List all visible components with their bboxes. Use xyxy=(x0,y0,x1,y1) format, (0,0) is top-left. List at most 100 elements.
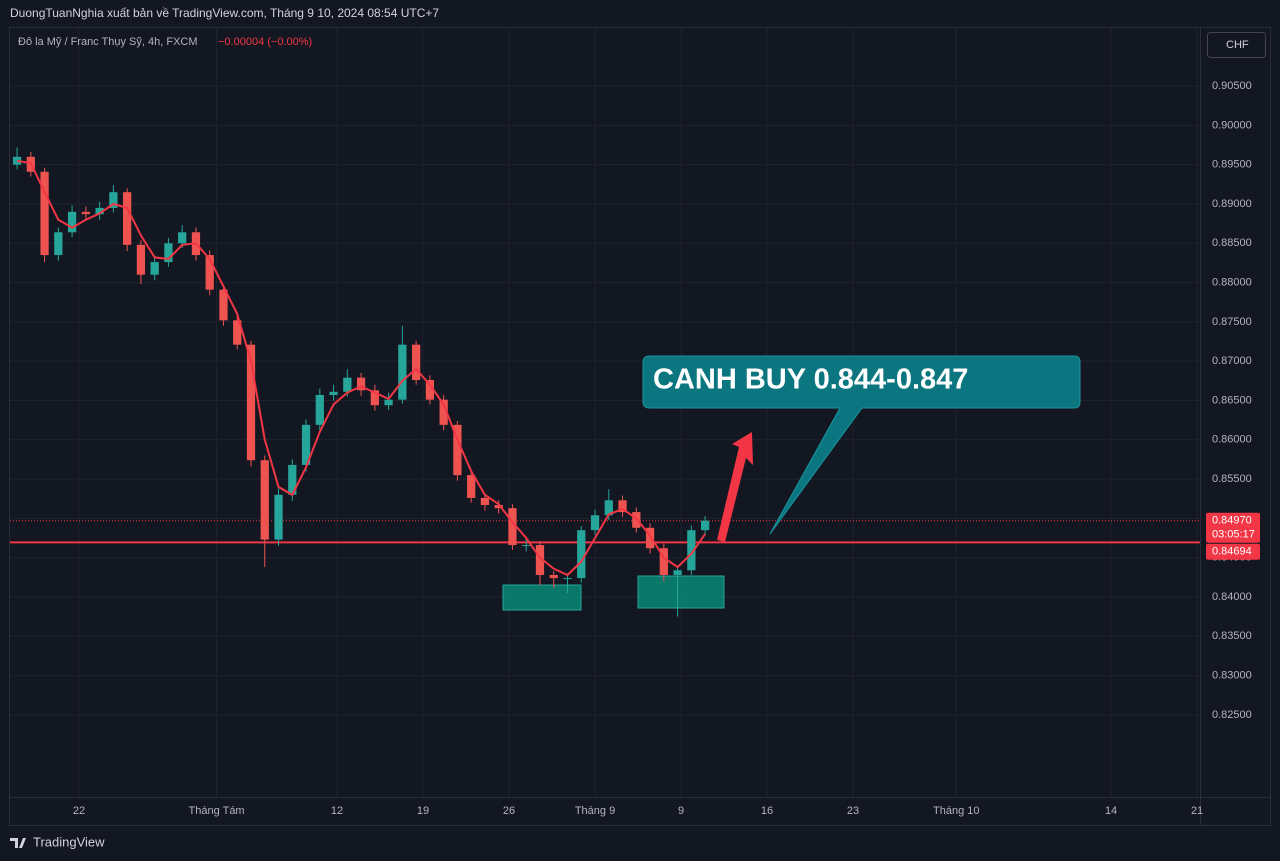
callout xyxy=(642,355,1081,535)
candle-body xyxy=(618,500,627,513)
candle-body xyxy=(439,399,448,425)
candle-body xyxy=(453,424,462,476)
x-tick-label: 23 xyxy=(847,805,859,817)
level-label: 0.84694 xyxy=(1212,546,1252,558)
axes: 0.825000.830000.835000.840000.845000.850… xyxy=(73,80,1260,817)
candle-body xyxy=(577,530,586,579)
candle-body xyxy=(659,548,668,575)
candle-body xyxy=(535,545,545,575)
x-tick-label: Tháng 9 xyxy=(575,805,615,817)
x-tick-label: 26 xyxy=(503,805,515,817)
candle-body xyxy=(301,424,311,465)
x-tick-label: Tháng 10 xyxy=(933,805,979,817)
plot xyxy=(10,147,1200,617)
candle-body xyxy=(67,211,77,233)
x-tick-label: 21 xyxy=(1191,805,1203,817)
y-tick-label: 0.88500 xyxy=(1212,237,1252,249)
y-tick-label: 0.90000 xyxy=(1212,119,1252,131)
demand-zone xyxy=(502,584,582,611)
last-price-box xyxy=(1206,512,1260,543)
y-tick-label: 0.87500 xyxy=(1212,316,1252,328)
currency-button[interactable] xyxy=(1207,32,1266,58)
candle-body xyxy=(522,545,531,547)
publisher: DuongTuanNghia xuất bản về TradingView.c… xyxy=(10,6,439,20)
x-tick-label: 16 xyxy=(761,805,773,817)
candle-body xyxy=(136,244,146,275)
last-price-label: 0.84970 xyxy=(1212,515,1252,527)
countdown: 03:05:17 xyxy=(1212,529,1255,541)
candle-body xyxy=(288,464,297,495)
candle-body xyxy=(563,578,572,580)
currency-label[interactable]: CHF xyxy=(1226,39,1249,51)
x-tick-label: Tháng Tám xyxy=(189,805,245,817)
candle-body xyxy=(164,243,173,263)
candle-body xyxy=(81,211,90,215)
candle-body xyxy=(425,380,435,400)
footer xyxy=(0,826,1280,861)
candle-body xyxy=(329,391,338,395)
candle-body xyxy=(356,377,366,391)
candle-body xyxy=(494,505,503,509)
candle-body xyxy=(480,497,490,506)
candle-body xyxy=(315,394,324,425)
y-tick-label: 0.86000 xyxy=(1212,434,1252,446)
candle-body xyxy=(178,232,187,244)
candle-body xyxy=(700,520,710,531)
candle-body xyxy=(384,399,393,406)
candle-body xyxy=(687,530,696,571)
moving-average xyxy=(16,159,706,577)
candle-body xyxy=(398,344,407,400)
x-tick-label: 14 xyxy=(1105,805,1117,817)
grid xyxy=(10,28,1200,797)
candle-body xyxy=(508,508,517,546)
arrow xyxy=(717,432,753,542)
candle-body xyxy=(343,377,352,392)
candle-body xyxy=(604,500,613,516)
y-tick-label: 0.83500 xyxy=(1212,630,1252,642)
x-tick-label: 12 xyxy=(331,805,343,817)
candle-body xyxy=(549,574,558,579)
candle-body xyxy=(95,207,104,215)
x-tick-label: 9 xyxy=(678,805,684,817)
candle-body xyxy=(205,255,214,290)
candle-body xyxy=(219,289,228,321)
candle-body xyxy=(590,515,600,531)
candle-body xyxy=(54,232,63,256)
x-tick-label: 19 xyxy=(417,805,429,817)
candle-body xyxy=(40,171,49,256)
candle-body xyxy=(109,192,118,208)
candle-body xyxy=(645,527,655,549)
zones xyxy=(502,575,725,611)
frame xyxy=(9,27,1271,826)
y-tick-label: 0.88000 xyxy=(1212,276,1252,288)
brand: TradingView xyxy=(33,834,105,849)
demand-zone xyxy=(637,575,725,609)
y-tick-label: 0.86500 xyxy=(1212,394,1252,406)
y-tick-label: 0.89000 xyxy=(1212,198,1252,210)
callout-text: CANH BUY 0.844-0.847 xyxy=(653,364,968,396)
price-change: −0.00004 (−0.00%) xyxy=(218,36,312,48)
y-tick-label: 0.89500 xyxy=(1212,159,1252,171)
candle-body xyxy=(233,320,242,345)
y-tick-label: 0.87000 xyxy=(1212,355,1252,367)
candle-body xyxy=(673,570,682,575)
candle-body xyxy=(274,494,283,540)
y-tick-label: 0.84000 xyxy=(1212,591,1252,603)
candle-body xyxy=(260,460,269,540)
logo xyxy=(10,838,26,848)
y-tick-label: 0.85500 xyxy=(1212,473,1252,485)
candle-body xyxy=(411,344,421,381)
symbol-title: Đô la Mỹ / Franc Thụy Sỹ, 4h, FXCM xyxy=(18,36,198,48)
candle-body xyxy=(123,192,132,245)
candle-body xyxy=(246,344,256,461)
candle-body xyxy=(150,262,159,275)
candle-body xyxy=(467,475,476,498)
y-tick-label: 0.90500 xyxy=(1212,80,1252,92)
y-tick-label: 0.83000 xyxy=(1212,669,1252,681)
drawings: CANH BUY 0.844-0.847 xyxy=(642,355,1081,542)
candle-body xyxy=(12,156,22,165)
x-tick-label: 22 xyxy=(73,805,85,817)
candle-body xyxy=(370,390,379,406)
